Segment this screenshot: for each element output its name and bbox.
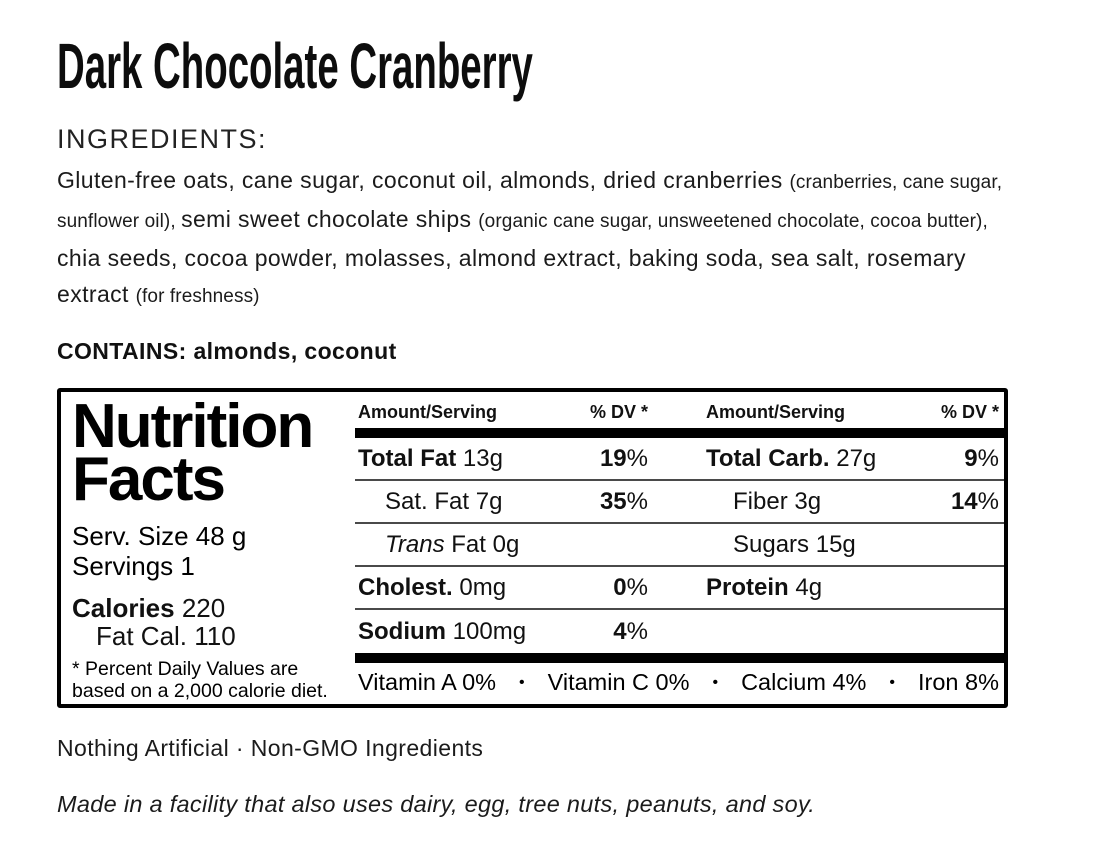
table-header: Amount/Serving % DV * Amount/Serving % D… (355, 397, 1004, 428)
vitamin-item: Vitamin C 0% (547, 669, 690, 695)
nutrient-row: Sat. Fat 7g 35% Fiber 3g 14% (355, 481, 1004, 524)
header-dv-right: % DV * (940, 402, 999, 422)
nutrient-row: Trans Fat 0g Sugars 15g (355, 524, 1004, 567)
bullet-separator: • (889, 673, 896, 691)
dv-footnote-line1: * Percent Daily Values are (72, 658, 299, 680)
vitamin-item: Vitamin A 0% (358, 669, 497, 695)
nutrient-dv-cell: 19% (599, 444, 648, 472)
ingredient-segment: (cranberries, cane sugar, sunflower oil)… (57, 172, 1003, 232)
serving-block: Serv. Size 48 g Servings 1 (72, 521, 355, 581)
thick-separator-bar-bottom (355, 653, 1004, 663)
nutrient-row: Sodium 100mg 4% (355, 610, 1004, 653)
vitamins-row: Vitamin A 0% • Vitamin C 0% • Calcium 4% • Iro… (355, 663, 1004, 704)
nutrient-dv-cell: 9% (964, 444, 999, 472)
header-dv-left: % DV * (589, 402, 648, 422)
nutrition-facts-title-line2: Facts (72, 445, 226, 514)
nutrient-name-cell: Trans Fat 0g (385, 530, 520, 558)
ingredient-segment: (for freshness) (135, 286, 260, 307)
header-amount-serving-right: Amount/Serving (706, 402, 846, 422)
nutrition-facts-title: Nutrition Facts (72, 392, 355, 514)
nutrient-dv-cell: 4% (613, 617, 648, 645)
nutrition-panel-left: Nutrition Facts Serv. Size 48 g Servings… (61, 392, 355, 704)
nutrition-facts-panel: Nutrition Facts Serv. Size 48 g Servings… (57, 388, 1008, 708)
nutrient-dv-cell: 14% (950, 487, 999, 515)
nutrition-facts-title-line1: Nutrition (72, 392, 314, 461)
thick-separator-bar-top (355, 428, 1004, 438)
ingredient-segment: semi sweet chocolate ships (181, 206, 479, 232)
product-title-text: Dark Chocolate Cranberry (57, 30, 533, 102)
nutrient-name-cell: Sugars 15g (733, 530, 856, 558)
nutrient-dv-cell: 35% (599, 487, 648, 515)
dv-footnote-line2: based on a 2,000 calorie diet. (72, 679, 328, 702)
facility-note: Made in a facility that also uses dairy,… (57, 791, 816, 817)
servings-count: Servings 1 (72, 551, 195, 581)
bullet-separator: • (519, 673, 525, 691)
nutrient-row: Cholest. 0mg 0% Protein 4g (355, 567, 1004, 610)
bullet-separator: • (712, 673, 719, 691)
nutrient-name-cell: Fiber 3g (733, 487, 822, 515)
nutrient-name-cell: Cholest. 0mg (358, 573, 507, 601)
nutrient-row: Total Fat 13g 19% Total Carb. 27g 9% (355, 438, 1004, 481)
vitamin-item: Iron 8% (918, 669, 999, 695)
ingredient-segment: (organic cane sugar, unsweetened chocola… (478, 211, 988, 232)
dv-footnote: * Percent Daily Values are based on a 2,… (72, 658, 355, 702)
nutrient-name-cell: Sat. Fat 7g (385, 487, 503, 515)
ingredients-heading: INGREDIENTS: (57, 124, 268, 154)
header-amount-serving-left: Amount/Serving (358, 402, 498, 422)
nutrient-name-cell: Total Fat 13g (358, 444, 503, 472)
vitamin-item: Calcium 4% (741, 669, 867, 695)
nutrient-dv-cell: 0% (613, 573, 648, 601)
ingredient-segment: Gluten-free oats, cane sugar, coconut oi… (57, 167, 790, 193)
nutrient-name-cell: Protein 4g (706, 573, 823, 601)
claims-line: Nothing Artificial · Non-GMO Ingredients (57, 735, 484, 761)
ingredients-text: Gluten-free oats, cane sugar, coconut oi… (57, 162, 1009, 315)
calories-row: Calories 220 (72, 594, 355, 622)
serving-size: Serv. Size 48 g (72, 521, 247, 551)
calories-label: Calories (72, 593, 175, 623)
nutrient-rows: Total Fat 13g 19% Total Carb. 27g 9% Sat. Fa… (355, 438, 1004, 653)
product-title: Dark Chocolate Cranberry (57, 30, 850, 106)
nutrient-name-cell: Sodium 100mg (358, 617, 527, 645)
nutrient-name-cell: Total Carb. 27g (706, 444, 877, 472)
nutrition-table: Amount/Serving % DV * Amount/Serving % D… (355, 392, 1004, 704)
calories-value: 220 (181, 593, 226, 623)
fat-calories: Fat Cal. 110 (96, 621, 236, 651)
ingredient-segment: chia seeds, cocoa powder, molasses, almo… (57, 245, 966, 307)
contains-statement: CONTAINS: almonds, coconut (57, 338, 397, 364)
